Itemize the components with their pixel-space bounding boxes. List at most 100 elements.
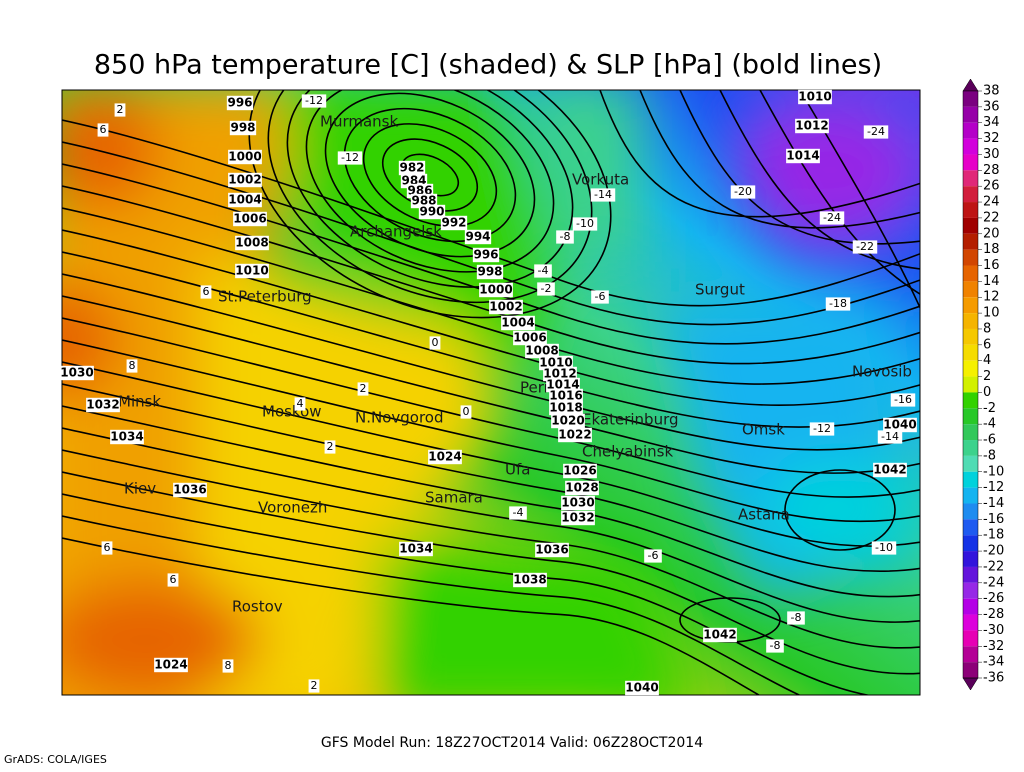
pressure-label-background (703, 627, 737, 643)
colorbar-band (963, 598, 978, 615)
temperature-label-background (787, 611, 805, 625)
temperature-label: 6 (104, 541, 111, 554)
pressure-label: 1004 (228, 193, 261, 207)
temperature-label-background (534, 264, 552, 278)
temperature-label: 8 (129, 359, 136, 372)
pressure-label: 1024 (154, 658, 187, 672)
colorbar-label: -16 (983, 512, 1004, 527)
pressure-label: 982 (399, 161, 424, 175)
colorbar-label: 10 (983, 306, 1000, 321)
temperature-label: -14 (881, 430, 899, 443)
colorbar-label: -8 (983, 448, 996, 463)
colorbar-label: 2 (983, 369, 991, 384)
pressure-label-background (561, 510, 595, 526)
colorbar-label: 20 (983, 226, 1000, 241)
pressure-label-background (228, 192, 262, 208)
pressure-label: 1012 (543, 367, 576, 381)
colorbar-band (963, 662, 978, 678)
colorbar-band (963, 313, 978, 329)
pressure-label: 990 (419, 205, 444, 219)
pressure-label: 1014 (546, 378, 579, 392)
colorbar-label: -22 (983, 559, 1004, 574)
temperature-label: -16 (894, 393, 912, 406)
temperature-label-background (809, 422, 835, 436)
pressure-label: 1000 (479, 283, 512, 297)
temperature-label: 2 (360, 382, 367, 395)
temperature-label-background (126, 359, 138, 373)
pressure-label: 1034 (399, 542, 432, 556)
colorbar-label: -6 (983, 433, 996, 448)
pressure-label: 1026 (563, 464, 596, 478)
temperature-label-background (222, 659, 234, 673)
colorbar-label: -28 (983, 607, 1004, 622)
pressure-label-background (525, 343, 559, 359)
isobar (62, 515, 802, 695)
city-label: Omsk (742, 421, 785, 439)
temperature-label: -8 (560, 230, 571, 243)
city-label: Surgut (695, 281, 745, 299)
colorbar-label: -26 (983, 591, 1004, 606)
pressure-label-background (786, 148, 820, 164)
pressure-label: 1040 (883, 418, 916, 432)
pressure-label-background (565, 480, 599, 496)
pressure-label-background (563, 463, 597, 479)
isobar (62, 405, 920, 598)
pressure-label: 1000 (228, 150, 261, 164)
colorbar-label: -12 (983, 480, 1004, 495)
pressure-label-background (625, 680, 659, 696)
city-label: Minsk (118, 393, 161, 411)
pressure-label: 1018 (549, 401, 582, 415)
colorbar-band (963, 487, 978, 504)
temperature-label-background (308, 679, 320, 693)
pressure-label-background (235, 263, 269, 279)
pressure-label-background (539, 355, 573, 371)
pressure-label-background (513, 330, 547, 346)
colorbar-label: -24 (983, 575, 1004, 590)
colorbar-band (963, 614, 978, 631)
city-label: Novosib (852, 363, 912, 381)
colorbar-band (963, 106, 978, 123)
temperature-label: -8 (791, 611, 802, 624)
city-label: Voronezh (258, 499, 327, 517)
colorbar-frame (962, 90, 979, 679)
temperature-label-background (167, 573, 179, 587)
pressure-label: 1012 (795, 119, 828, 133)
isobar (62, 493, 872, 695)
temperature-label: 2 (327, 440, 334, 453)
pressure-label-background (410, 193, 438, 209)
city-label: Murmansk (320, 113, 398, 131)
colorbar-band (963, 471, 978, 488)
temperature-label-background (825, 297, 851, 311)
temperature-label: -10 (576, 217, 594, 230)
isobar (305, 90, 555, 273)
pressure-label-background (551, 413, 585, 429)
colorbar-band (963, 297, 978, 314)
temperature-label: 6 (100, 123, 107, 136)
pressure-label: 1020 (551, 414, 584, 428)
colorbar-band (963, 646, 978, 663)
temperature-label: 8 (225, 659, 232, 672)
city-label: Chelyabinsk (582, 443, 673, 461)
temperature-label-background (114, 103, 126, 117)
temperature-label-background (101, 541, 113, 555)
pressure-label-background (235, 235, 269, 251)
city-label: Moskow (262, 403, 322, 421)
pressure-label-background (110, 429, 144, 445)
isobar (62, 163, 920, 345)
pressure-label-background (173, 482, 207, 498)
colorbar-band (963, 122, 978, 139)
colorbar-label: 0 (983, 385, 991, 400)
colorbar-band (963, 281, 978, 298)
pressure-label: 1014 (786, 149, 819, 163)
temperature-label-background (460, 405, 472, 419)
temperature-label-background (590, 188, 616, 202)
pressure-label: 1032 (86, 398, 119, 412)
map-frame (61, 89, 921, 696)
colorbar-label: 30 (983, 147, 1000, 162)
colorbar-label: 4 (983, 353, 991, 368)
map-labels: Murmansk Archangelsk Vorkuta St.Peterburg Su… (60, 90, 917, 696)
isobar (62, 427, 920, 623)
temperature-label-background (890, 393, 916, 407)
colorbar-label: -2 (983, 401, 996, 416)
